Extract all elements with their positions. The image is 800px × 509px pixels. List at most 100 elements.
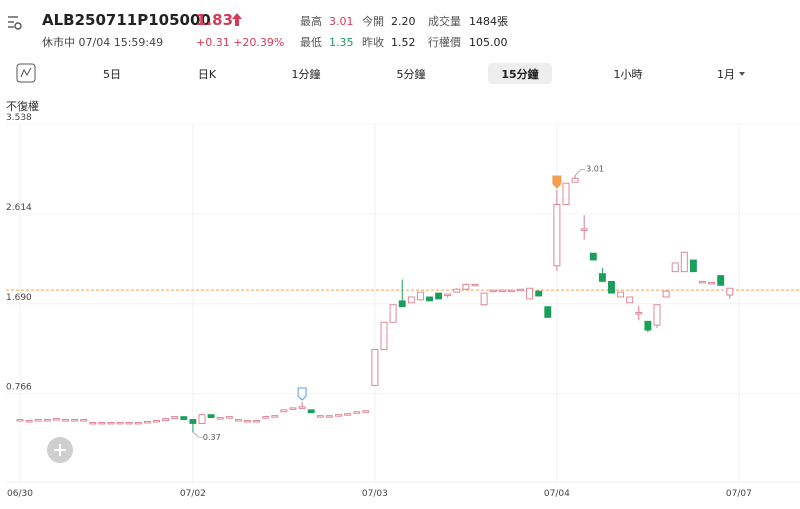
candle-body [52,418,60,421]
candle-body [608,280,615,294]
candle-body [216,417,224,420]
status: 休市中 07/04 15:59:49 [42,35,163,49]
tab[interactable]: 5日 [103,68,121,81]
candle-body [171,416,179,420]
candle-body [16,419,24,422]
candle-body [580,228,588,231]
candle-body [635,312,643,315]
candle-body [644,320,652,331]
candle-body [353,411,361,414]
y-tick-label: 0.766 [6,383,32,393]
candle-body [562,182,570,206]
candle-body [107,422,115,425]
candle-body [626,296,634,304]
candle-body [426,296,433,302]
candle-body [143,421,151,424]
candle-body [98,422,106,425]
annotation-leader [574,169,586,176]
candle-body [344,413,352,416]
tab[interactable]: 1分鐘 [292,67,321,81]
candle-body [480,292,488,306]
candle-body [444,293,452,296]
candle-body [380,321,388,350]
candle-body [80,419,88,422]
candle-body [225,416,233,419]
candle-body [271,415,279,418]
add-button[interactable] [47,437,73,463]
candle-body [571,177,579,183]
candle-body [189,419,197,424]
tab[interactable]: 15分鐘 [501,67,538,81]
candle-body [280,409,288,413]
active-tab-bg [488,63,552,84]
candle-body [708,281,716,285]
candle-body [244,420,251,423]
x-tick-label: 06/30 [7,489,33,499]
candle-body [717,275,725,286]
candle-body [598,273,606,282]
event-pin [552,175,562,189]
candle-body [162,418,170,421]
dropdown-caret [739,72,745,76]
symbol: ALB250711P105000 [42,11,211,29]
candle-body [553,204,561,267]
candle-body [316,415,324,418]
candle-body [416,291,424,301]
candle-body [589,252,597,261]
candle-body [125,422,133,425]
tab[interactable]: 日K [198,68,217,81]
tab[interactable]: 1月 [717,68,735,81]
candle-body [526,287,534,300]
stat-label: 成交量 [428,14,461,28]
menu-icon[interactable] [8,16,22,30]
candle-body [71,419,79,422]
x-tick-label: 07/02 [180,489,206,499]
candle-body [262,416,270,419]
candle-body [671,262,679,273]
event-pin [297,387,307,401]
candle-body [398,300,406,308]
candle-body [453,288,461,293]
tab[interactable]: 5分鐘 [397,67,426,81]
stat-value: 1484張 [469,15,508,28]
candle-body [689,259,697,273]
candle-body [134,422,142,425]
stat-label: 最高 [300,14,322,28]
candle-body [489,289,497,293]
candle-body [680,251,688,273]
stat-value: 2.20 [391,15,416,28]
candle-body [544,306,552,318]
candle-body [371,349,379,386]
candle-body [462,283,470,290]
price: 1.83 [196,11,233,29]
chart-type-icon[interactable] [16,63,36,83]
y-tick-label: 1.690 [6,293,32,303]
candle-body [25,420,33,423]
stat-label: 行權價 [428,35,461,49]
tab[interactable]: 1小時 [614,68,643,81]
candle-body [435,292,443,300]
candle-body [507,289,515,293]
stat-value: 1.52 [391,36,416,49]
candle-body [653,304,661,326]
y-tick-label: 2.614 [6,203,32,213]
y-tick-label: 3.538 [6,113,32,123]
candle-body [535,290,543,297]
stat-label: 昨收 [362,35,384,49]
candle-body [362,410,370,413]
icon-line [20,67,32,78]
candle-body [498,289,506,293]
candle-body [116,422,124,425]
candle-body [699,280,706,284]
adjust-label: 不復權 [6,100,39,113]
candle-body [662,290,670,298]
candle-body [325,415,333,418]
annotation-leader [192,431,203,438]
stat-value: 1.35 [329,36,354,49]
icon-box [16,63,36,83]
candle-body [207,414,215,419]
candle-body [34,419,42,422]
x-tick-label: 07/07 [726,489,752,499]
